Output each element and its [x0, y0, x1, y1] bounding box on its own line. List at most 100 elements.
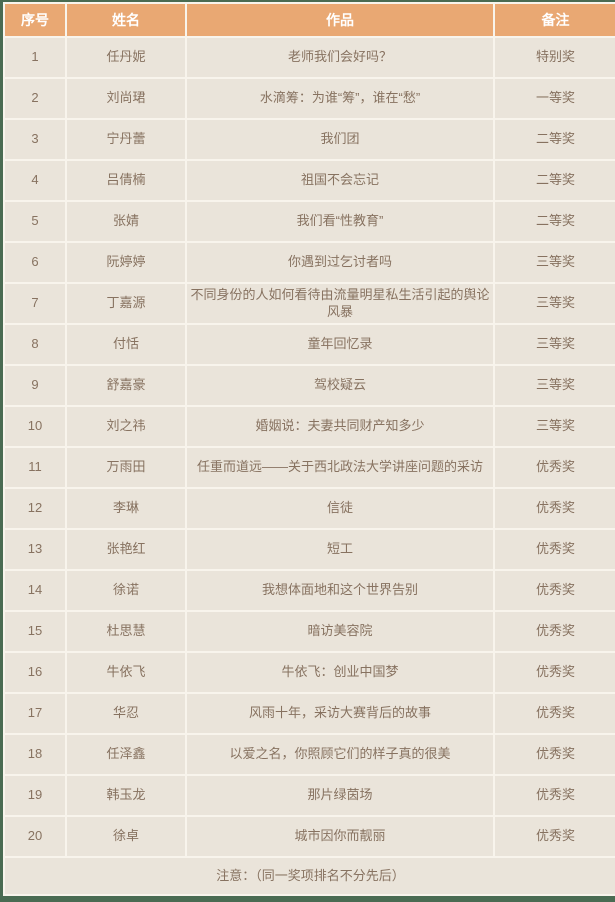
table-row: 2 刘尚珺 水滴筹：为谁“筹”，谁在“愁” 一等奖	[5, 79, 615, 118]
cell-name: 任丹妮	[67, 38, 185, 77]
cell-award: 一等奖	[495, 79, 615, 118]
cell-work: 信徒	[187, 489, 493, 528]
table-row: 10 刘之祎 婚姻说：夫妻共同财产知多少 三等奖	[5, 407, 615, 446]
cell-work: 城市因你而靓丽	[187, 817, 493, 856]
cell-no: 4	[5, 161, 65, 200]
cell-no: 16	[5, 653, 65, 692]
cell-no: 6	[5, 243, 65, 282]
cell-award: 优秀奖	[495, 776, 615, 815]
cell-award: 优秀奖	[495, 817, 615, 856]
table-row: 1 任丹妮 老师我们会好吗？ 特别奖	[5, 38, 615, 77]
cell-work: 牛依飞：创业中国梦	[187, 653, 493, 692]
cell-work: 水滴筹：为谁“筹”，谁在“愁”	[187, 79, 493, 118]
cell-name: 韩玉龙	[67, 776, 185, 815]
cell-award: 优秀奖	[495, 530, 615, 569]
cell-name: 华忍	[67, 694, 185, 733]
table-row: 12 李琳 信徒 优秀奖	[5, 489, 615, 528]
cell-work: 短工	[187, 530, 493, 569]
table-row: 11 万雨田 任重而道远——关于西北政法大学讲座问题的采访 优秀奖	[5, 448, 615, 487]
note-row: 注意：（同一奖项排名不分先后）	[5, 858, 615, 894]
cell-name: 李琳	[67, 489, 185, 528]
table-row: 17 华忍 风雨十年，采访大赛背后的故事 优秀奖	[5, 694, 615, 733]
cell-name: 张艳红	[67, 530, 185, 569]
table-row: 8 付恬 童年回忆录 三等奖	[5, 325, 615, 364]
cell-no: 2	[5, 79, 65, 118]
cell-no: 7	[5, 284, 65, 323]
cell-award: 优秀奖	[495, 612, 615, 651]
cell-no: 11	[5, 448, 65, 487]
cell-no: 1	[5, 38, 65, 77]
column-header-3: 作品	[187, 4, 493, 36]
cell-work: 祖国不会忘记	[187, 161, 493, 200]
cell-name: 徐卓	[67, 817, 185, 856]
cell-work: 老师我们会好吗？	[187, 38, 493, 77]
cell-award: 优秀奖	[495, 735, 615, 774]
cell-work: 童年回忆录	[187, 325, 493, 364]
cell-award: 三等奖	[495, 366, 615, 405]
cell-work: 我想体面地和这个世界告别	[187, 571, 493, 610]
ranking-note: 注意：（同一奖项排名不分先后）	[5, 858, 615, 894]
cell-work: 你遇到过乞讨者吗	[187, 243, 493, 282]
table-row: 5 张婧 我们看“性教育” 二等奖	[5, 202, 615, 241]
column-header-2: 姓名	[67, 4, 185, 36]
cell-award: 三等奖	[495, 284, 615, 323]
cell-no: 13	[5, 530, 65, 569]
cell-award: 三等奖	[495, 325, 615, 364]
cell-name: 徐诺	[67, 571, 185, 610]
cell-name: 宁丹蕾	[67, 120, 185, 159]
cell-no: 15	[5, 612, 65, 651]
cell-award: 二等奖	[495, 161, 615, 200]
table-row: 16 牛依飞 牛依飞：创业中国梦 优秀奖	[5, 653, 615, 692]
cell-no: 5	[5, 202, 65, 241]
cell-name: 万雨田	[67, 448, 185, 487]
table-row: 3 宁丹蕾 我们团 二等奖	[5, 120, 615, 159]
table-row: 20 徐卓 城市因你而靓丽 优秀奖	[5, 817, 615, 856]
table-row: 4 吕倩楠 祖国不会忘记 二等奖	[5, 161, 615, 200]
cell-name: 舒嘉豪	[67, 366, 185, 405]
column-header-4: 备注	[495, 4, 615, 36]
cell-work: 以爱之名，你照顾它们的样子真的很美	[187, 735, 493, 774]
table-row: 18 任泽鑫 以爱之名，你照顾它们的样子真的很美 优秀奖	[5, 735, 615, 774]
cell-work: 风雨十年，采访大赛背后的故事	[187, 694, 493, 733]
cell-name: 吕倩楠	[67, 161, 185, 200]
table-row: 14 徐诺 我想体面地和这个世界告别 优秀奖	[5, 571, 615, 610]
cell-award: 优秀奖	[495, 694, 615, 733]
table-row: 7 丁嘉源 不同身份的人如何看待由流量明星私生活引起的舆论风暴 三等奖	[5, 284, 615, 323]
cell-name: 任泽鑫	[67, 735, 185, 774]
table-row: 9 舒嘉豪 驾校疑云 三等奖	[5, 366, 615, 405]
cell-award: 三等奖	[495, 243, 615, 282]
table-body: 1 任丹妮 老师我们会好吗？ 特别奖 2 刘尚珺 水滴筹：为谁“筹”，谁在“愁” 一等奖 3 宁丹…	[5, 38, 615, 856]
cell-award: 优秀奖	[495, 571, 615, 610]
table-row: 19 韩玉龙 那片绿茵场 优秀奖	[5, 776, 615, 815]
cell-name: 阮婷婷	[67, 243, 185, 282]
cell-name: 刘尚珺	[67, 79, 185, 118]
table-row: 6 阮婷婷 你遇到过乞讨者吗 三等奖	[5, 243, 615, 282]
cell-no: 3	[5, 120, 65, 159]
cell-name: 刘之祎	[67, 407, 185, 446]
cell-no: 20	[5, 817, 65, 856]
header-row: 序号 姓名 作品 备注	[5, 4, 615, 36]
cell-no: 9	[5, 366, 65, 405]
cell-award: 优秀奖	[495, 653, 615, 692]
cell-no: 10	[5, 407, 65, 446]
cell-no: 8	[5, 325, 65, 364]
table-row: 13 张艳红 短工 优秀奖	[5, 530, 615, 569]
cell-name: 丁嘉源	[67, 284, 185, 323]
cell-work: 任重而道远——关于西北政法大学讲座问题的采访	[187, 448, 493, 487]
column-header-1: 序号	[5, 4, 65, 36]
cell-award: 二等奖	[495, 202, 615, 241]
cell-no: 14	[5, 571, 65, 610]
cell-name: 张婧	[67, 202, 185, 241]
cell-no: 17	[5, 694, 65, 733]
cell-work: 不同身份的人如何看待由流量明星私生活引起的舆论风暴	[187, 284, 493, 323]
cell-work: 那片绿茵场	[187, 776, 493, 815]
cell-award: 二等奖	[495, 120, 615, 159]
cell-name: 付恬	[67, 325, 185, 364]
cell-no: 18	[5, 735, 65, 774]
cell-work: 驾校疑云	[187, 366, 493, 405]
cell-award: 优秀奖	[495, 448, 615, 487]
cell-work: 我们看“性教育”	[187, 202, 493, 241]
cell-award: 优秀奖	[495, 489, 615, 528]
cell-no: 19	[5, 776, 65, 815]
